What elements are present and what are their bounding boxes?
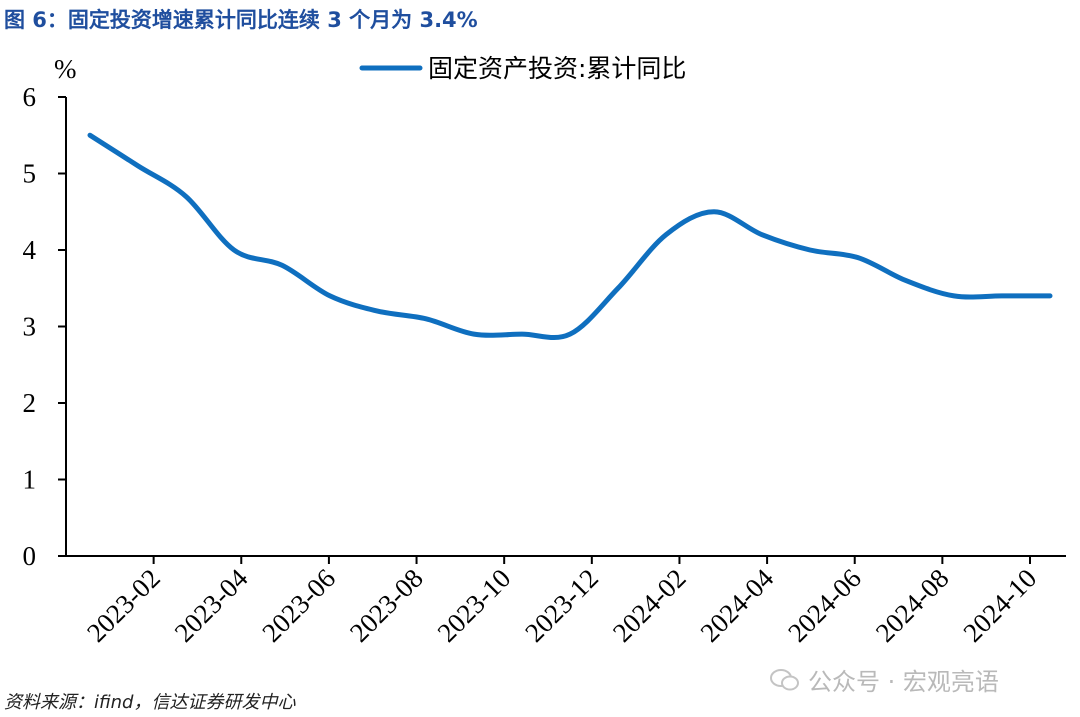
y-tick-label: 4 <box>23 235 37 265</box>
legend-label: 固定资产投资:累计同比 <box>428 54 686 83</box>
legend: 固定资产投资:累计同比 <box>359 54 686 83</box>
watermark-text: 公众号 · 宏观亮语 <box>808 668 999 696</box>
x-tick-label: 2023-04 <box>169 563 254 648</box>
y-tick-label: 3 <box>23 312 37 342</box>
source-note: 资料来源：ifind，信达证券研发中心 <box>4 692 296 713</box>
x-tick-label: 2024-04 <box>694 563 779 648</box>
x-tick-label: 2024-02 <box>607 563 692 648</box>
y-tick-label: 0 <box>23 541 37 571</box>
watermark: 公众号 · 宏观亮语 <box>770 662 999 697</box>
x-tick-label: 2023-02 <box>81 563 166 648</box>
x-tick-label: 2023-08 <box>344 563 429 648</box>
y-tick-label: 2 <box>23 388 37 418</box>
x-tick-label: 2024-10 <box>957 563 1042 648</box>
series-line <box>87 132 1053 341</box>
x-tick-label: 2023-06 <box>256 563 341 648</box>
y-tick-label: 6 <box>23 82 37 112</box>
x-tick-label: 2024-08 <box>870 563 955 648</box>
x-tick-label: 2023-12 <box>519 563 604 648</box>
figure-title: 图 6：固定投资增速累计同比连续 3 个月为 3.4% <box>4 8 478 32</box>
y-tick-label: 1 <box>23 465 37 495</box>
wechat-icon <box>770 668 799 690</box>
x-tick-label: 2023-10 <box>432 563 517 648</box>
y-tick-label: 5 <box>23 159 37 189</box>
y-axis-unit: % <box>54 54 77 84</box>
x-tick-label: 2024-06 <box>782 563 867 648</box>
